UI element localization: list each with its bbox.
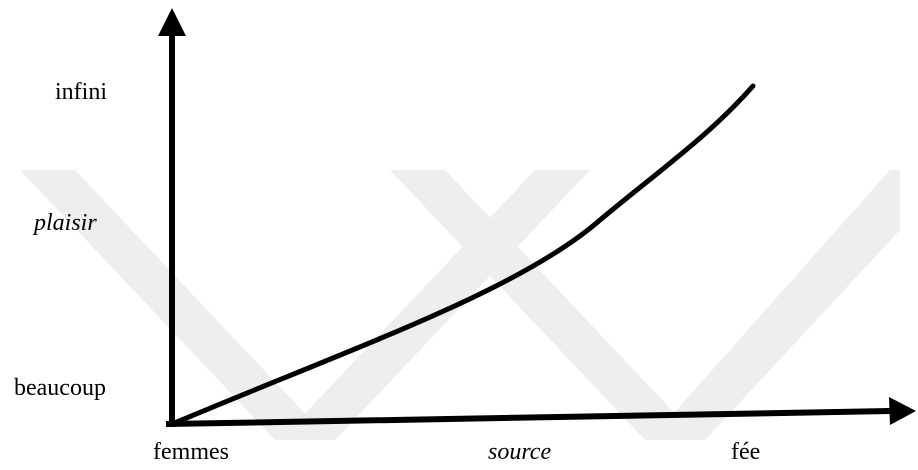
- x-axis-line: [165, 407, 896, 428]
- x-label-femmes: femmes: [153, 439, 229, 465]
- watermark-chevron-3: [390, 170, 700, 440]
- y-label-beaucoup: beaucoup: [14, 375, 106, 401]
- y-axis-arrowhead: [158, 8, 186, 36]
- y-label-plaisir: plaisir: [34, 210, 97, 236]
- x-label-fee: fée: [731, 439, 761, 465]
- growth-curve: [169, 83, 756, 427]
- x-axis-arrowhead: [889, 397, 916, 425]
- watermark-chevron-4: [650, 170, 900, 440]
- watermark-chevron-2: [280, 170, 590, 440]
- y-label-infini: infini: [55, 79, 107, 105]
- x-label-source: source: [488, 439, 552, 465]
